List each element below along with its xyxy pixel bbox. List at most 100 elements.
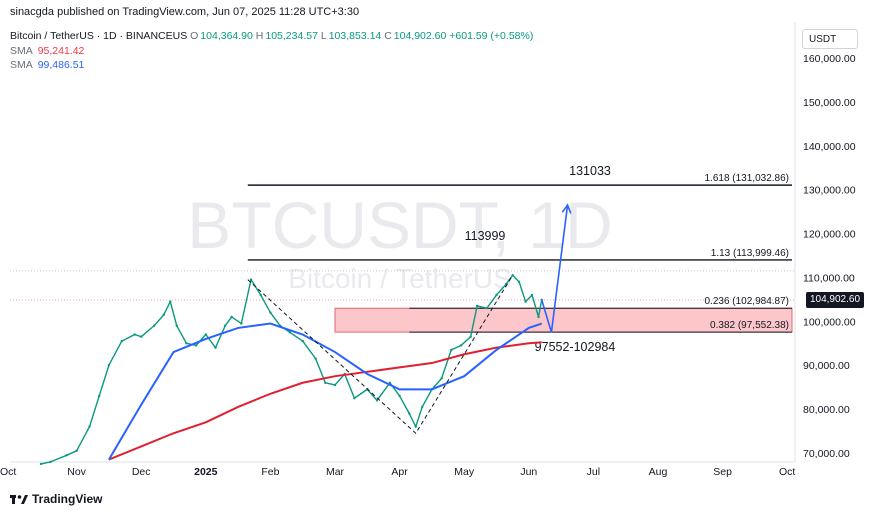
price-point xyxy=(249,278,253,281)
price-point xyxy=(324,381,327,384)
price-point xyxy=(88,425,91,428)
x-tick-label: Oct xyxy=(0,466,16,478)
price-point xyxy=(301,339,304,343)
sma-red-value: 95,241.42 xyxy=(37,45,85,57)
x-tick-label: Apr xyxy=(391,466,408,478)
y-tick-label: 130,000.00 xyxy=(803,185,856,197)
x-tick-label: Feb xyxy=(261,466,279,478)
fib-level-label: 1.618 (131,032.86) xyxy=(704,173,789,184)
y-tick-label: 140,000.00 xyxy=(803,141,856,153)
sma-red-line xyxy=(108,341,542,461)
target-label: 131033 xyxy=(569,164,611,178)
target-label: 113999 xyxy=(465,229,506,243)
footer-brand[interactable]: TradingView xyxy=(10,492,102,506)
x-tick-label: 2025 xyxy=(194,466,218,478)
sma-red-label: SMA xyxy=(10,45,33,57)
projection-path xyxy=(540,204,569,333)
fib-level-label: 0.382 (97,552.38) xyxy=(710,320,789,331)
price-point xyxy=(414,425,417,428)
price-point xyxy=(175,324,178,327)
price-point xyxy=(475,304,479,308)
y-tick-label: 70,000.00 xyxy=(803,448,850,460)
price-point xyxy=(495,293,498,297)
symbol-ohlc-line: Bitcoin / TetherUS · 1D · BINANCEUS O 104… xyxy=(10,30,533,42)
price-point xyxy=(194,344,198,347)
price-point xyxy=(98,394,101,398)
price-point xyxy=(259,293,262,297)
x-tick-label: May xyxy=(454,466,475,478)
y-tick-label: 100,000.00 xyxy=(803,316,856,328)
x-tick-label: Aug xyxy=(649,466,668,478)
price-point xyxy=(288,331,291,334)
price-point xyxy=(140,335,143,338)
price-point xyxy=(353,396,356,400)
price-point xyxy=(120,339,124,343)
price-point xyxy=(214,346,217,349)
price-point xyxy=(333,383,337,387)
zigzag-line xyxy=(247,274,514,435)
price-point xyxy=(133,333,136,336)
footer-brand-text: TradingView xyxy=(32,492,103,506)
y-tick-label: 160,000.00 xyxy=(803,53,856,65)
price-point xyxy=(485,306,489,310)
x-tick-label: Oct xyxy=(779,466,795,478)
watermark-symbol: BTCUSDT, 1D xyxy=(187,188,612,262)
x-tick-label: Mar xyxy=(326,466,345,478)
currency-selector[interactable]: USDT xyxy=(802,29,858,49)
y-tick-label: 120,000.00 xyxy=(803,229,856,241)
low-label: L xyxy=(320,30,327,42)
price-point xyxy=(375,399,379,402)
price-point xyxy=(469,335,472,338)
price-point xyxy=(240,322,243,325)
sma-blue-legend[interactable]: SMA 99,486.51 xyxy=(10,59,84,71)
price-point xyxy=(314,357,317,360)
price-point xyxy=(162,313,166,316)
y-tick-label: 110,000.00 xyxy=(803,272,855,284)
publisher-line: sinacgda published on TradingView.com, J… xyxy=(10,6,360,18)
high-value: 105,234.57 xyxy=(265,30,318,42)
zone-label: 97552-102984 xyxy=(535,340,616,354)
y-tick-label: 90,000.00 xyxy=(803,360,850,372)
change-value: +601.59 (+0.58%) xyxy=(449,30,534,42)
open-label: O xyxy=(190,30,199,42)
price-point xyxy=(65,453,69,457)
sma-blue-line xyxy=(108,322,543,461)
price-point xyxy=(421,405,424,409)
high-label: H xyxy=(255,30,264,42)
y-tick-label: 150,000.00 xyxy=(803,97,856,109)
projection-arrowhead-icon xyxy=(561,203,572,214)
x-tick-label: Sep xyxy=(713,466,732,478)
price-point xyxy=(398,394,401,398)
close-label: C xyxy=(384,30,392,42)
price-point xyxy=(440,377,443,380)
price-point xyxy=(511,274,514,277)
price-point xyxy=(459,344,463,347)
price-point xyxy=(223,324,227,327)
x-tick-label: Nov xyxy=(67,466,86,478)
low-value: 103,853.14 xyxy=(328,30,382,42)
price-point xyxy=(450,348,453,352)
sma-red-legend[interactable]: SMA 95,241.42 xyxy=(10,45,84,57)
price-point xyxy=(530,293,534,297)
sma-blue-value: 99,486.51 xyxy=(37,59,85,71)
price-point xyxy=(408,412,411,415)
symbol-name[interactable]: Bitcoin / TetherUS · 1D · BINANCEUS xyxy=(10,30,188,42)
price-point xyxy=(75,449,78,453)
last-price-tag: 104,902.60 xyxy=(806,292,864,308)
price-point xyxy=(39,462,43,466)
fib-level-label: 0.236 (102,984.87) xyxy=(704,296,789,307)
sma-blue-label: SMA xyxy=(10,59,33,71)
price-point xyxy=(169,300,172,303)
open-value: 104,364.90 xyxy=(200,30,253,42)
price-series-line xyxy=(40,274,543,465)
y-tick-label: 80,000.00 xyxy=(803,404,850,416)
watermark-name: Bitcoin / TetherUS xyxy=(288,263,512,294)
fib-level-label: 1.13 (113,999.46) xyxy=(711,248,789,259)
price-point xyxy=(152,324,156,327)
price-point xyxy=(107,364,111,367)
price-point xyxy=(204,333,207,336)
price-point xyxy=(49,460,52,463)
x-tick-label: Jul xyxy=(587,466,600,478)
close-value: 104,902.60 xyxy=(393,30,447,42)
